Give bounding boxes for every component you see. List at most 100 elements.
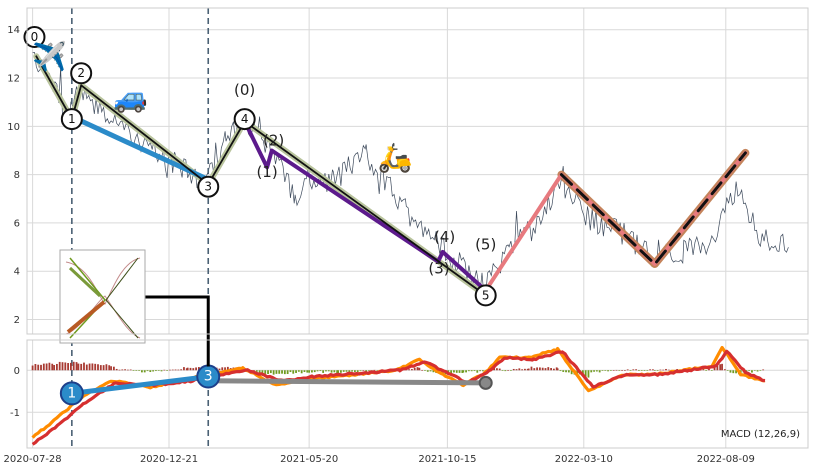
- macd-histogram-bar: [53, 365, 55, 371]
- macd-histogram-bar: [129, 369, 132, 371]
- wave-point-label: 3: [204, 180, 212, 194]
- macd-histogram-bar: [512, 368, 515, 371]
- macd-histogram-bar: [590, 370, 593, 373]
- macd-histogram-bar: [656, 370, 659, 371]
- macd-histogram-bar: [612, 370, 615, 371]
- macd-histogram-bar: [432, 370, 435, 373]
- projection-dashed-line: [559, 151, 747, 266]
- macd-histogram-bar: [269, 370, 272, 374]
- macd-histogram-bar: [618, 370, 621, 371]
- macd-histogram-bar: [359, 370, 362, 371]
- macd-histogram-bar: [316, 370, 319, 372]
- macd-histogram-bar: [278, 370, 281, 374]
- macd-histogram-bar: [638, 370, 640, 371]
- y-tick-label: 14: [7, 25, 20, 36]
- macd-histogram-bar: [313, 370, 316, 373]
- macd-histogram-bar: [348, 370, 351, 373]
- macd-histogram-bar: [530, 366, 533, 371]
- macd-histogram-bar: [183, 367, 185, 371]
- macd-histogram-bar: [626, 369, 629, 371]
- macd-histogram-bar: [501, 370, 504, 371]
- macd-histogram-bar: [708, 368, 710, 371]
- macd-histogram-bar: [593, 370, 595, 372]
- macd-histogram-bar: [149, 370, 152, 373]
- macd-histogram-bar: [418, 367, 421, 371]
- macd-histogram-bar: [102, 365, 105, 371]
- y-tick-label: 10: [7, 122, 20, 133]
- macd-histogram-bar: [138, 370, 141, 371]
- macd-histogram-bar: [496, 368, 498, 371]
- macd-histogram-bar: [719, 364, 722, 371]
- macd-histogram-bar: [342, 370, 345, 372]
- macd-histogram-bar: [527, 368, 530, 371]
- macd-histogram-bar: [169, 369, 171, 371]
- macd-marker-label: 3: [204, 369, 213, 385]
- macd-histogram-bar: [275, 370, 278, 374]
- macd-histogram-bar: [121, 369, 124, 371]
- thumbnail-curve: [66, 300, 106, 334]
- macd-histogram-bar: [533, 368, 536, 371]
- macd-histogram-bar: [635, 369, 638, 371]
- macd-histogram-bar: [410, 369, 413, 371]
- macd-histogram-bar: [601, 370, 604, 371]
- macd-histogram-bar: [653, 370, 656, 371]
- x-tick-label: 2020-12-21: [140, 454, 198, 465]
- macd-histogram-bar: [34, 363, 37, 371]
- macd-histogram-bar: [85, 364, 88, 371]
- inset-connector-line: [145, 295, 210, 367]
- macd-histogram-bar: [373, 369, 376, 371]
- divergence-grey-line: [205, 378, 489, 386]
- macd-histogram-bar: [416, 367, 419, 371]
- macd-histogram-bar: [368, 370, 370, 371]
- macd-histogram-bar: [526, 368, 529, 371]
- macd-histogram-bar: [576, 370, 579, 375]
- macd-histogram-bar: [547, 367, 550, 371]
- macd-histogram-bar: [643, 370, 646, 371]
- macd-histogram-bar: [325, 370, 327, 372]
- wave-point-label: 2: [77, 66, 85, 80]
- sub-wave-label: (3): [428, 260, 449, 278]
- macd-histogram-bar: [604, 370, 607, 371]
- wave-point-circle: [474, 284, 497, 307]
- macd-histogram-bar: [536, 367, 538, 371]
- macd-histogram-bar: [455, 370, 458, 373]
- macd-histogram-bar: [470, 370, 473, 372]
- price-panel-grid: [27, 8, 808, 334]
- macd-histogram-bar: [408, 369, 410, 371]
- x-tick-label: 2020-07-28: [4, 454, 62, 465]
- macd-histogram-bar: [659, 369, 662, 371]
- macd-histogram-bar: [607, 370, 609, 372]
- macd-histogram-bar: [272, 370, 275, 375]
- thumbnail-curve: [65, 257, 141, 305]
- macd-histogram-bar: [716, 365, 719, 371]
- divergence-blue-line: [69, 374, 211, 396]
- macd-histogram-bar: [726, 370, 729, 371]
- x-tick-label: 2021-05-20: [280, 454, 338, 465]
- thumbnail-curve: [105, 257, 139, 339]
- macd-histogram-bar: [518, 368, 521, 371]
- macd-histogram-bar: [110, 366, 112, 371]
- macd-histogram-bar: [510, 370, 512, 371]
- macd-histogram-bar: [171, 369, 174, 371]
- macd-histogram-bar: [640, 370, 643, 371]
- macd-histogram-bar: [467, 370, 470, 372]
- x-tick-label: 2021-10-15: [418, 454, 476, 465]
- macd-histogram-bar: [493, 368, 496, 371]
- macd-panel-frame: [26, 339, 809, 449]
- macd-histogram-bar: [458, 370, 461, 373]
- macd-histogram-bar: [135, 370, 138, 371]
- macd-histogram-bar: [126, 369, 129, 371]
- macd-histogram-bar: [97, 364, 99, 371]
- price-panel-frame: [26, 7, 809, 335]
- macd-histogram-bar: [192, 368, 195, 371]
- macd-histogram-bar: [295, 370, 297, 373]
- macd-histogram-bar: [732, 370, 735, 374]
- macd-histogram-bar: [555, 367, 558, 371]
- sub-wave-label: (5): [475, 235, 496, 253]
- macd-marker: [59, 381, 84, 406]
- macd-histogram-bar: [70, 362, 72, 371]
- macd-histogram-bar: [345, 370, 348, 372]
- macd-histogram-bar: [595, 370, 598, 372]
- macd-histogram-bar: [429, 370, 432, 372]
- macd-histogram-bar: [108, 365, 111, 371]
